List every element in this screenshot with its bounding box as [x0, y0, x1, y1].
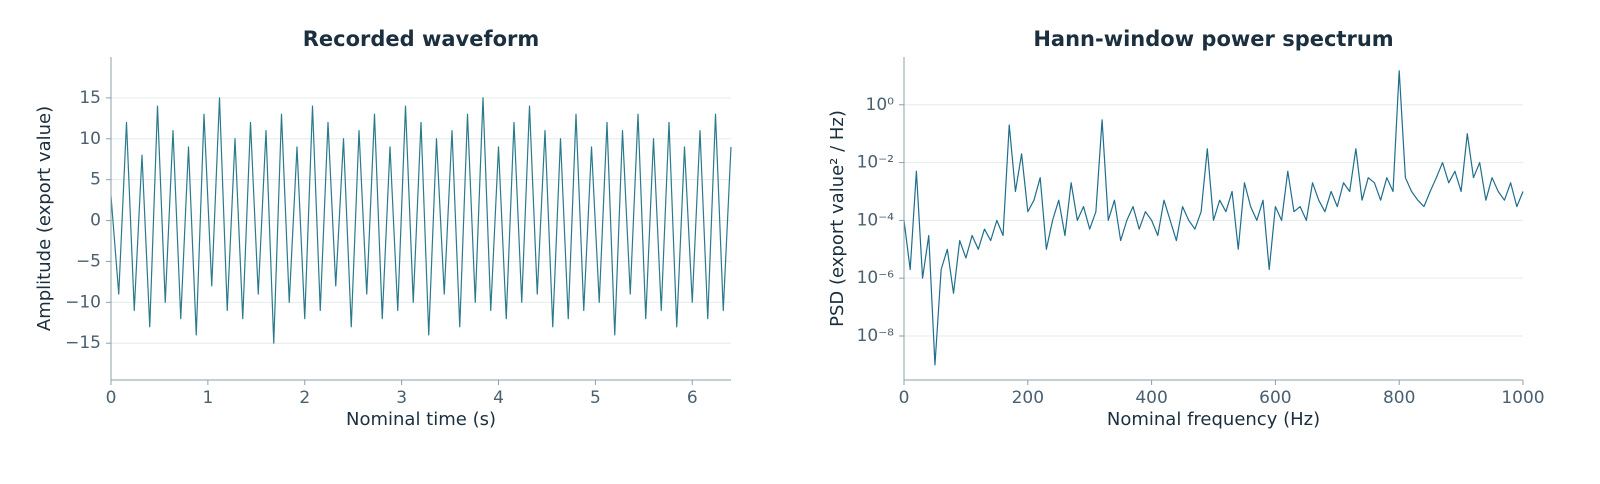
chart-title: Hann-window power spectrum: [1033, 27, 1393, 51]
x-tick-label: 6: [687, 388, 698, 408]
x-tick-label: 800: [1383, 388, 1415, 408]
y-tick-label: 10⁰: [866, 95, 895, 115]
y-tick-label: −5: [76, 251, 101, 271]
x-tick-label: 400: [1135, 388, 1167, 408]
data-line: [903, 70, 1524, 366]
y-tick-label: 10: [79, 129, 101, 149]
y-axis-label: Amplitude (export value): [34, 106, 55, 331]
y-tick-label: −10: [65, 292, 101, 312]
y-tick-label: 5: [90, 170, 101, 190]
y-tick-label: 10⁻⁸: [857, 326, 895, 346]
x-axis-label: Nominal frequency (Hz): [1107, 409, 1320, 430]
y-tick-label: 10⁻²: [857, 153, 894, 173]
x-tick-label: 1: [202, 388, 213, 408]
data-line: [110, 97, 732, 344]
y-tick-label: 10⁻⁶: [857, 268, 895, 288]
y-axis-label: PSD (export value² / Hz): [827, 110, 848, 327]
x-tick-label: 0: [899, 388, 910, 408]
y-tick-label: 15: [79, 88, 101, 108]
y-tick-label: −15: [65, 333, 101, 353]
x-tick-label: 200: [1012, 388, 1044, 408]
x-tick-label: 5: [590, 388, 601, 408]
x-tick-label: 2: [299, 388, 310, 408]
x-tick-label: 600: [1259, 388, 1291, 408]
x-tick-label: 4: [493, 388, 504, 408]
y-tick-label: 10⁻⁴: [857, 210, 895, 230]
chart-title: Recorded waveform: [303, 27, 540, 51]
x-tick-label: 1000: [1501, 388, 1544, 408]
y-tick-label: 0: [90, 211, 101, 231]
x-tick-label: 3: [396, 388, 407, 408]
x-tick-label: 0: [106, 388, 117, 408]
x-axis-label: Nominal time (s): [346, 409, 496, 430]
